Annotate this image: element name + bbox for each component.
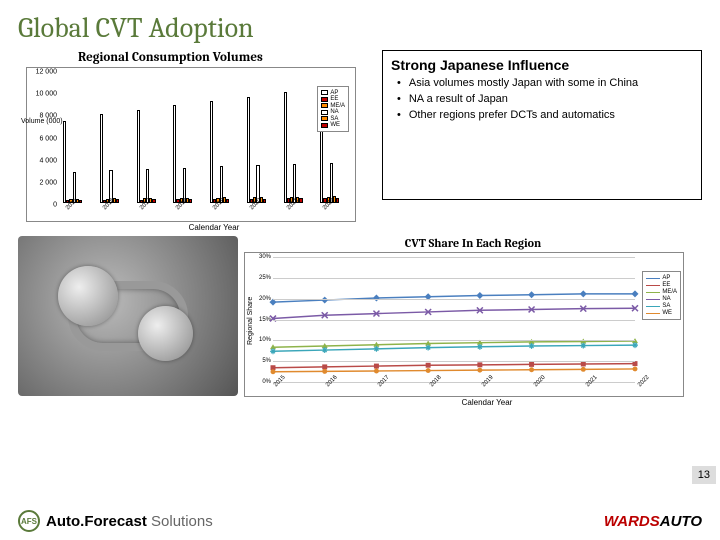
bar-legend: APEEME/ANASAWE (317, 86, 349, 132)
legend-item: EE (646, 282, 677, 288)
line-x-label: Calendar Year (272, 398, 702, 407)
bar (137, 110, 140, 203)
bar (173, 105, 176, 203)
afs-logo-icon: AFS (18, 510, 40, 532)
line-y-tick: 5% (262, 358, 271, 364)
line-y-tick: 15% (259, 317, 271, 323)
bullet: NA a result of Japan (391, 93, 693, 107)
bullet: Other regions prefer DCTs and automatics (391, 109, 693, 123)
legend-item: WE (321, 122, 345, 128)
footer: AFS Auto.Forecast Solutions WARDSAUTO (18, 510, 702, 532)
legend-item: AP (646, 275, 677, 281)
bar-x-label: Calendar Year (50, 223, 378, 232)
legend-item: WE (646, 310, 677, 316)
line-y-tick: 20% (259, 296, 271, 302)
line-legend: APEEME/ANASAWE (642, 271, 681, 320)
bar-y-label: Volume (000) (21, 118, 63, 125)
bar (63, 121, 66, 203)
line-y-tick: 10% (259, 337, 271, 343)
line-y-tick: 25% (259, 275, 271, 281)
bar-chart-panel: Regional Consumption Volumes 0 2 000 4 000… (18, 50, 378, 232)
bullet: Asia volumes mostly Japan with some in C… (391, 77, 693, 91)
line-y-tick: 0% (262, 379, 271, 385)
bar-y-tick: 4 000 (39, 157, 57, 164)
bar-y-tick: 2 000 (39, 179, 57, 186)
bar (100, 114, 103, 203)
line-y-tick: 30% (259, 254, 271, 260)
bar-y-tick: 0 (53, 202, 57, 209)
line-x-tick: 2022 (637, 375, 651, 389)
bar (247, 97, 250, 203)
legend-item: ME/A (321, 103, 345, 109)
legend-item: NA (646, 296, 677, 302)
line-chart-panel: CVT Share In Each Region Regional Share … (244, 236, 702, 407)
legend-item: NA (321, 109, 345, 115)
slide-title: Global CVT Adoption (18, 12, 702, 44)
line-chart-title: CVT Share In Each Region (244, 236, 702, 250)
bar-y-tick: 12 000 (36, 69, 57, 76)
wards-logo: WARDSAUTO (604, 513, 702, 530)
text-box: Strong Japanese Influence Asia volumes m… (382, 50, 702, 200)
legend-item: SA (646, 303, 677, 309)
legend-item: AP (321, 90, 345, 96)
legend-item: ME/A (646, 289, 677, 295)
text-box-title: Strong Japanese Influence (391, 57, 693, 73)
legend-item: SA (321, 116, 345, 122)
bar-chart-title: Regional Consumption Volumes (78, 50, 378, 65)
cvt-image (18, 236, 238, 396)
bar (210, 101, 213, 203)
bar-y-tick: 6 000 (39, 135, 57, 142)
afs-name: Auto.Forecast Solutions (46, 513, 213, 530)
page-number: 13 (692, 466, 716, 484)
bar (284, 92, 287, 203)
bar-y-tick: 10 000 (36, 91, 57, 98)
legend-item: EE (321, 96, 345, 102)
